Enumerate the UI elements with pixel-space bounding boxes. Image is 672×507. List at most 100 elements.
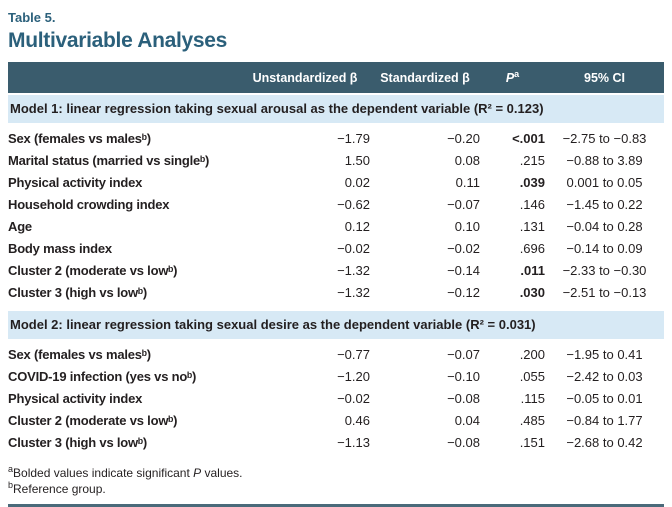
unstandardized-beta-value: −1.20 [337,369,370,384]
confidence-interval-value: −2.42 to 0.03 [566,369,643,384]
standardized-beta-value: −0.07 [447,347,480,362]
footnotes: aBolded values indicate significant P va… [8,465,664,497]
row-label: Sex (females vs malesᵇ) [8,131,151,146]
p-value: .215 [519,153,545,168]
footnote-a-superscript: a [8,464,14,474]
p-value: .146 [519,197,545,212]
table-row: Physical activity index −0.02 −0.08 .115… [8,388,664,410]
p-value: .696 [519,241,545,256]
confidence-interval-value: −2.68 to 0.42 [566,435,643,450]
p-value: .011 [520,263,545,278]
standardized-beta-value: −0.14 [447,263,480,278]
standardized-beta-value: −0.20 [447,131,480,146]
confidence-interval-value: −1.95 to 0.41 [566,347,643,362]
header-row: Unstandardized β Standardized β Pa 95% C… [8,62,664,95]
standardized-beta-value: −0.02 [447,241,480,256]
standardized-beta-value: −0.07 [447,197,480,212]
footnote-b-text: Reference group. [13,482,106,496]
p-italic: P [505,70,515,85]
p-value: .039 [519,175,545,190]
unstandardized-beta-value: 0.46 [344,413,370,428]
confidence-interval-value: −0.88 to 3.89 [566,153,643,168]
row-label: Household crowding index [8,197,170,212]
standardized-beta-value: −0.10 [447,369,480,384]
standardized-beta-value: −0.12 [447,285,480,300]
confidence-interval-value: −2.51 to −0.13 [562,285,647,300]
standardized-beta-value: 0.08 [454,153,480,168]
confidence-interval-value: 0.001 to 0.05 [566,175,643,190]
row-label: Physical activity index [8,175,143,190]
header-unstandardized-beta: Unstandardized β [240,62,370,95]
header-confidence-interval: 95% CI [545,62,664,95]
model-section-row: Model 2: linear regression taking sexual… [8,304,664,344]
confidence-interval-value: −0.14 to 0.09 [566,241,643,256]
p-value: .151 [519,435,545,450]
unstandardized-beta-value: −1.32 [337,263,370,278]
table-row: Age 0.12 0.10 .131 −0.04 to 0.28 [8,216,664,238]
table-row: Household crowding index −0.62 −0.07 .14… [8,194,664,216]
table-row: Body mass index −0.02 −0.02 .696 −0.14 t… [8,238,664,260]
p-value: .055 [519,369,545,384]
table-number: Table 5. [8,10,56,25]
unstandardized-beta-value: −1.32 [337,285,370,300]
table-row: COVID-19 infection (yes vs noᵇ) −1.20 −0… [8,366,664,388]
p-value: .030 [519,285,545,300]
row-label: COVID-19 infection (yes vs noᵇ) [8,369,197,384]
p-superscript: a [514,68,520,79]
header-empty-cell [8,62,240,95]
standardized-beta-value: 0.04 [454,413,480,428]
footnote-a-italic-p: P [193,466,202,480]
p-value: .485 [519,413,545,428]
footnote-b-superscript: b [8,480,14,490]
table-row: Sex (females vs malesᵇ) −0.77 −0.07 .200… [8,342,664,367]
row-label: Marital status (married vs singleᵇ) [8,153,210,168]
row-label: Cluster 3 (high vs lowᵇ) [8,435,147,450]
unstandardized-beta-value: 0.02 [344,175,370,190]
standardized-beta-value: 0.11 [455,175,480,190]
table-row: Sex (females vs malesᵇ) −1.79 −0.20 <.00… [8,126,664,151]
row-label: Physical activity index [8,391,143,406]
confidence-interval-value: −0.84 to 1.77 [566,413,643,428]
table-row: Cluster 3 (high vs lowᵇ) −1.13 −0.08 .15… [8,432,664,454]
standardized-beta-value: −0.08 [447,391,480,406]
confidence-interval-value: −0.05 to 0.01 [566,391,643,406]
row-label: Sex (females vs malesᵇ) [8,347,151,362]
unstandardized-beta-value: −0.02 [337,241,370,256]
model-section-row: Model 1: linear regression taking sexual… [8,94,664,128]
unstandardized-beta-value: −0.77 [337,347,370,362]
standardized-beta-value: 0.10 [454,219,480,234]
footnote-a-text: Bolded values indicate significant [13,466,194,480]
confidence-interval-value: −0.04 to 0.28 [566,219,643,234]
footnote-a-text-end: values. [201,466,243,480]
row-label: Cluster 2 (moderate vs lowᵇ) [8,263,178,278]
unstandardized-beta-value: −0.02 [337,391,370,406]
table-row: Cluster 3 (high vs lowᵇ) −1.32 −0.12 .03… [8,282,664,308]
row-label: Body mass index [8,241,112,256]
row-label: Age [8,219,32,234]
p-value: <.001 [512,131,545,146]
table-row: Cluster 2 (moderate vs lowᵇ) −1.32 −0.14… [8,260,664,282]
header-standardized-beta: Standardized β [370,62,480,95]
p-value: .200 [519,347,545,362]
confidence-interval-value: −1.45 to 0.22 [566,197,643,212]
model-section-title: Model 2: linear regression taking sexual… [8,304,664,344]
unstandardized-beta-value: −1.79 [337,131,370,146]
multivariable-table: Unstandardized β Standardized β Pa 95% C… [8,62,664,454]
table-row: Physical activity index 0.02 0.11 .039 0… [8,172,664,194]
header-p-value: Pa [480,62,545,95]
p-value: .115 [520,391,545,406]
unstandardized-beta-value: 1.50 [344,153,370,168]
unstandardized-beta-value: −0.62 [337,197,370,212]
table-row: Marital status (married vs singleᵇ) 1.50… [8,150,664,172]
confidence-interval-value: −2.33 to −0.30 [562,263,647,278]
p-value: .131 [519,219,545,234]
footnote-b: bReference group. [8,481,664,497]
standardized-beta-value: −0.08 [447,435,480,450]
table-row: Cluster 2 (moderate vs lowᵇ) 0.46 0.04 .… [8,410,664,432]
model-section-title: Model 1: linear regression taking sexual… [8,94,664,128]
confidence-interval-value: −2.75 to −0.83 [562,131,647,146]
page-title: Multivariable Analyses [8,29,228,52]
unstandardized-beta-value: −1.13 [337,435,370,450]
footnote-a: aBolded values indicate significant P va… [8,465,664,481]
